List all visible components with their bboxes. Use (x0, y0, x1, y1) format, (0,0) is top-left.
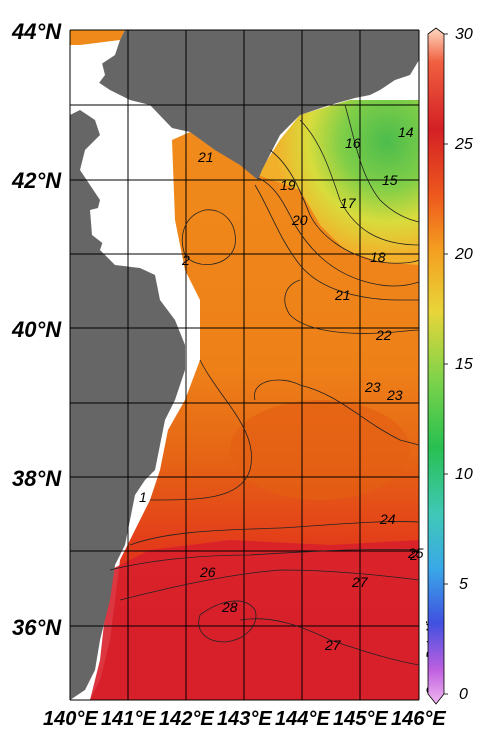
colorbar-scale (427, 27, 445, 705)
colorbar-tick-5: 5 (459, 576, 468, 593)
contour-label-1: 1 (139, 489, 147, 505)
warm-core (230, 400, 410, 500)
contour-lines (109, 104, 420, 666)
contour-label-16: 16 (345, 135, 361, 151)
contour-label-20: 20 (291, 212, 308, 228)
contour-label-26: 26 (199, 564, 216, 580)
contour-label-24: 24 (379, 511, 396, 527)
contour-label-21b: 21 (197, 149, 214, 165)
colorbar-tick-20: 20 (454, 246, 473, 263)
lat-label-40: 40°N (11, 317, 62, 342)
contour-label-19: 19 (280, 177, 296, 193)
contour-label-23b: 23 (386, 387, 403, 403)
cold-region (258, 100, 419, 265)
lon-label-142: 142°E (159, 708, 214, 730)
lat-label-36: 36°N (12, 615, 62, 640)
contour-label-27b: 27 (324, 637, 342, 653)
colorbar-tick-10: 10 (455, 466, 473, 483)
bay-2 (90, 205, 120, 245)
lon-label-145: 145°E (333, 708, 388, 730)
latitude-labels: 44°N 42°N 40°N 38°N 36°N (11, 19, 62, 640)
contour-label-22: 22 (375, 327, 392, 343)
lon-label-144: 144°E (275, 708, 330, 730)
contour-label-28: 28 (221, 599, 238, 615)
contour-labels: 14 15 16 17 18 19 20 21 21 22 23 23 24 2… (139, 124, 424, 653)
contour-label-2b: 2 (409, 547, 418, 563)
lon-label-146: 146°E (391, 708, 446, 730)
contour-label-25: 25 (407, 545, 424, 561)
colorbar: 30 25 20 15 10 5 0 (427, 26, 473, 705)
contour-label-18: 18 (370, 249, 386, 265)
kuroshio-region (90, 540, 419, 700)
lon-label-140: 140°E (43, 708, 98, 730)
grid (69, 29, 420, 701)
bay (70, 55, 105, 100)
lat-label-38: 38°N (12, 466, 62, 491)
lat-label-42: 42°N (11, 168, 62, 193)
colorbar-tick-30: 30 (455, 26, 473, 43)
contour-label-21: 21 (334, 287, 351, 303)
contour-label-14: 14 (398, 124, 414, 140)
contour-label-27: 27 (351, 574, 369, 590)
colorbar-tick-25: 25 (454, 136, 473, 153)
japan-sea-patch (70, 30, 125, 45)
colorbar-tick-15: 15 (455, 356, 473, 373)
lon-label-143: 143°E (217, 708, 272, 730)
colorbar-tick-0: 0 (459, 686, 468, 703)
contour-label-15: 15 (382, 172, 398, 188)
longitude-labels: 140°E 141°E 142°E 143°E 144°E 145°E 146°… (43, 708, 446, 730)
contour-label-2: 2 (181, 252, 190, 268)
lon-label-141: 141°E (101, 708, 156, 730)
contour-label-17: 17 (340, 195, 357, 211)
lat-label-44: 44°N (11, 19, 62, 44)
contour-label-23: 23 (364, 379, 381, 395)
